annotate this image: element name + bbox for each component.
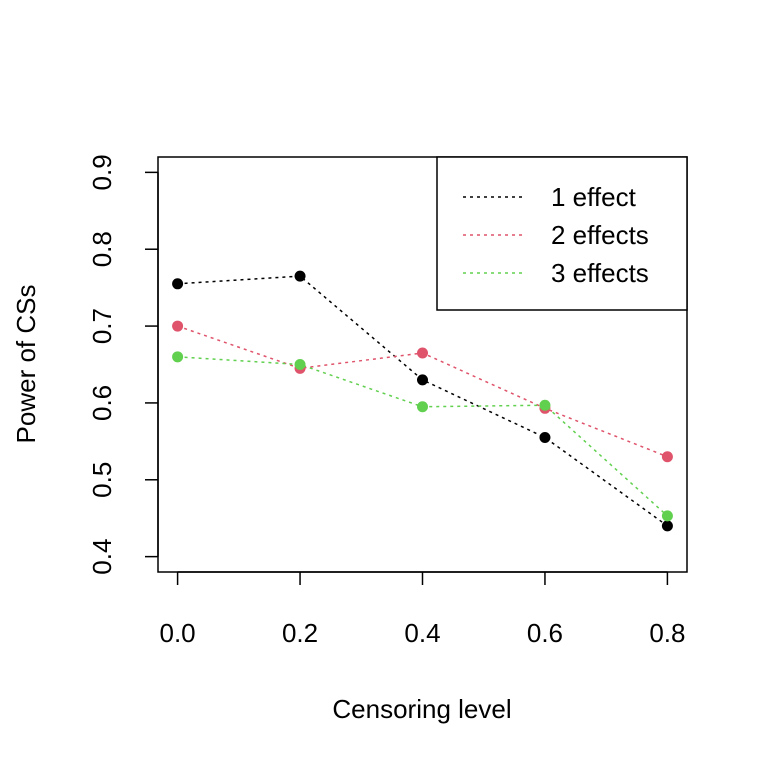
y-axis-title: Power of CSs (11, 285, 41, 444)
series-2 (172, 320, 673, 463)
legend-label-3: 3 effects (551, 258, 649, 288)
x-tick-label: 0.8 (649, 618, 685, 648)
x-axis-title: Censoring level (332, 694, 511, 724)
data-point (661, 451, 673, 463)
y-tick-label: 0.8 (87, 231, 117, 267)
x-tick-label: 0.0 (160, 618, 196, 648)
x-axis: 0.0 0.2 0.4 0.6 0.8 (160, 571, 685, 648)
series-line (177, 325, 668, 458)
legend: 1 effect 2 effects 3 effects (436, 156, 688, 311)
legend-label-2: 2 effects (551, 220, 649, 250)
data-point (539, 399, 551, 411)
data-point (539, 432, 551, 444)
data-point (172, 278, 184, 290)
data-point (172, 320, 184, 332)
data-point (294, 270, 306, 282)
y-tick-label: 0.4 (87, 539, 117, 575)
y-tick-label: 0.5 (87, 462, 117, 498)
x-tick-label: 0.2 (282, 618, 318, 648)
data-point (661, 510, 673, 522)
data-point (417, 374, 428, 386)
data-point (417, 401, 428, 413)
data-point (294, 359, 306, 370)
y-tick-label: 0.6 (87, 385, 117, 421)
y-axis: 0.4 0.5 0.6 0.7 0.8 0.9 (87, 154, 159, 575)
data-point (172, 351, 184, 363)
series-layer (172, 270, 673, 532)
series-3 (172, 351, 673, 522)
data-point (661, 520, 673, 532)
y-tick-label: 0.7 (87, 308, 117, 344)
x-tick-label: 0.4 (404, 618, 440, 648)
y-tick-label: 0.9 (87, 154, 117, 190)
x-tick-label: 0.6 (527, 618, 563, 648)
data-point (417, 347, 428, 359)
series-line (177, 275, 668, 527)
legend-label-1: 1 effect (551, 182, 637, 212)
legend-box (436, 156, 688, 311)
series-1 (172, 270, 673, 532)
